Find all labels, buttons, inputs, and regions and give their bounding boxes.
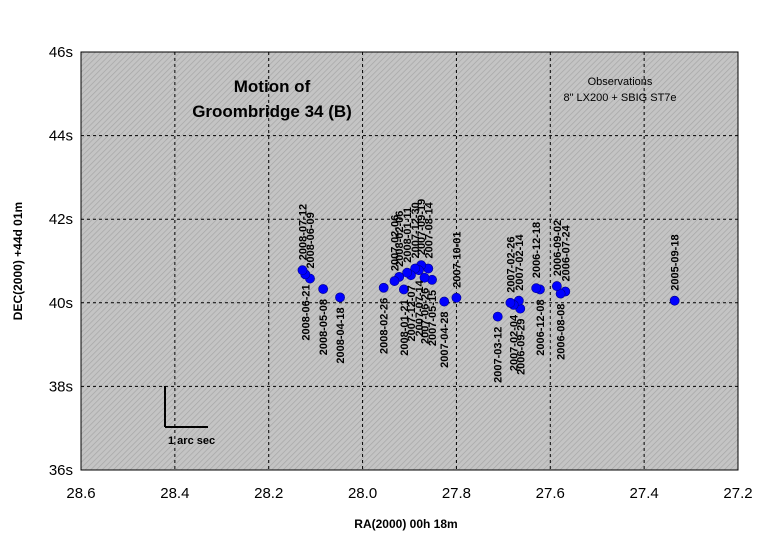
point-label: 2007-10-01 xyxy=(451,232,463,288)
x-tick-label: 27.6 xyxy=(536,485,565,502)
x-tick-label: 28.0 xyxy=(348,485,377,502)
x-tick-label: 28.4 xyxy=(160,485,189,502)
data-point xyxy=(398,284,409,295)
point-label: 2008-06-09 xyxy=(305,212,317,268)
point-label: 2008-02-06 xyxy=(394,211,406,267)
chart-title-line-2: Groombridge 34 (B) xyxy=(192,102,352,121)
data-point xyxy=(439,296,450,307)
y-tick-label: 38s xyxy=(49,378,73,395)
point-label: 2007-12-07 xyxy=(406,285,418,341)
data-point xyxy=(492,311,503,322)
point-label: 2006-08-08 xyxy=(556,304,568,360)
point-label: 2008-05-08 xyxy=(318,299,330,355)
y-axis-title: DEC(2000) +44d 01m xyxy=(11,202,25,320)
x-tick-label: 28.6 xyxy=(66,485,95,502)
data-points xyxy=(297,260,680,322)
point-label: 2007-02-04 xyxy=(509,314,521,371)
y-tick-label: 40s xyxy=(49,295,73,312)
x-tick-label: 27.2 xyxy=(723,485,752,502)
point-label: 2008-06-21 xyxy=(300,284,312,340)
point-label: 2007-02-06 xyxy=(389,215,401,271)
data-point xyxy=(402,267,413,278)
data-point xyxy=(378,282,389,293)
y-tick-label: 42s xyxy=(49,211,73,228)
point-label: 2007-03-12 xyxy=(493,327,505,383)
point-label: 2006-12-18 xyxy=(531,222,543,278)
point-label: 2008-01-21 xyxy=(399,299,411,355)
point-label: 2006-07-24 xyxy=(560,224,572,281)
x-tick-label: 28.2 xyxy=(254,485,283,502)
data-point xyxy=(389,276,400,286)
point-label: 2007-08-14 xyxy=(423,201,435,258)
point-label: 2007-06-26 xyxy=(420,288,432,344)
y-tick-label: 36s xyxy=(49,462,73,479)
point-label: 2008-04-18 xyxy=(335,307,347,363)
point-label: 2007-04-28 xyxy=(439,312,451,368)
point-label: 2008-01-11 xyxy=(402,207,414,263)
scale-bar: 1 arc sec xyxy=(164,386,215,447)
x-axis-title: RA(2000) 00h 18m xyxy=(354,517,457,531)
x-tick-label: 27.4 xyxy=(630,485,659,502)
point-label: 2007-02-14 xyxy=(514,234,526,291)
data-point xyxy=(669,295,680,306)
plot-area xyxy=(80,51,739,471)
data-point xyxy=(505,297,516,308)
point-label: 2005-09-18 xyxy=(670,234,682,290)
point-label: 2006-12-08 xyxy=(535,299,547,355)
point-labels: 2005-09-18 2006-07-24 2006-08-08 2006-09-02… xyxy=(298,199,682,383)
y-tick-label: 46s xyxy=(49,44,73,61)
data-point xyxy=(335,292,345,303)
observations-note-line-1: Observations xyxy=(588,76,653,88)
data-point xyxy=(531,283,542,294)
data-point xyxy=(318,284,329,294)
point-label: 2008-02-26 xyxy=(379,298,391,354)
point-label: 2008-07-12 xyxy=(298,204,310,260)
chart-title-line-1: Motion of xyxy=(234,77,311,96)
data-point xyxy=(419,272,430,283)
x-axis-tick-labels: 28.6 28.4 28.2 28.0 27.8 27.6 27.4 27.2 xyxy=(66,485,752,502)
data-point xyxy=(297,265,308,276)
grid-lines xyxy=(81,52,738,470)
data-point xyxy=(451,292,462,303)
point-label: 2006-09-29 xyxy=(515,319,527,375)
observations-note-line-2: 8" LX200 + SBIG ST7e xyxy=(563,92,676,104)
scale-bar-label: 1 arc sec xyxy=(168,435,215,447)
point-label: 2007-07-14 xyxy=(414,279,426,336)
point-label: 2007-12-30 xyxy=(410,202,422,258)
data-point xyxy=(551,281,562,291)
point-label: 2006-09-02 xyxy=(552,220,564,276)
y-axis-tick-labels: 36s 38s 40s 42s 44s 46s xyxy=(49,44,73,479)
y-tick-label: 44s xyxy=(49,128,73,145)
point-label: 2007-02-26 xyxy=(505,237,517,293)
point-label: 2007-09-19 xyxy=(416,199,428,255)
point-label: 2007-05-15 xyxy=(427,290,439,346)
x-tick-label: 27.8 xyxy=(442,485,471,502)
